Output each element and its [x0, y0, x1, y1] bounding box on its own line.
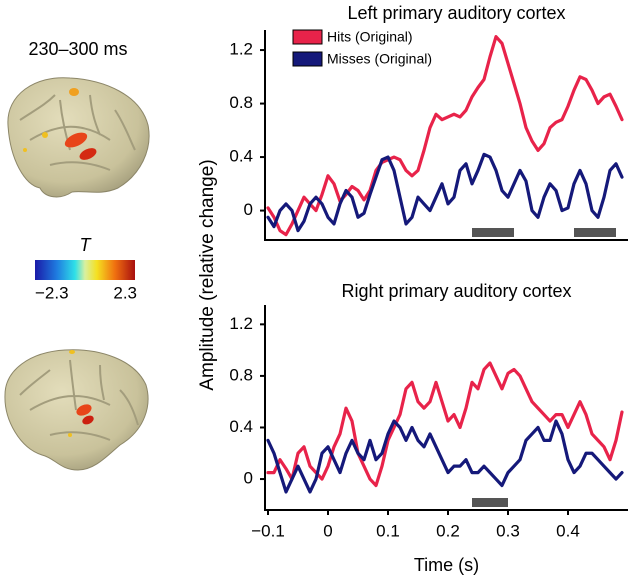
colorbar-label: T — [80, 235, 93, 255]
colorbar-tick-label: 2.3 — [113, 283, 137, 302]
colorbar-tick-label: −2.3 — [35, 283, 69, 302]
legend-label: Hits (Original) — [327, 29, 413, 45]
x-axis-label: Time (s) — [414, 555, 479, 575]
axes — [264, 30, 628, 241]
line — [266, 152, 624, 233]
time-window: 230–300 ms — [28, 39, 127, 59]
axes — [264, 305, 628, 511]
significance-bar — [472, 228, 514, 237]
y-tick-label: 1.2 — [229, 40, 253, 59]
x-tick-label: 0.1 — [376, 521, 400, 540]
colorbar — [35, 260, 135, 280]
y-tick-label: 0.4 — [229, 147, 253, 166]
line — [266, 35, 624, 237]
significance-bar — [472, 498, 508, 507]
x-tick-label: 0.3 — [496, 521, 520, 540]
chart-title: Right primary auditory cortex — [341, 281, 571, 301]
brain-bottom — [4, 349, 149, 471]
y-tick-label: 0.8 — [229, 93, 253, 112]
line — [266, 419, 624, 494]
legend-swatch — [292, 51, 323, 67]
x-tick-label: −0.1 — [251, 521, 285, 540]
y-tick-label: 0 — [244, 200, 253, 219]
legend-swatch — [292, 29, 323, 45]
x-tick-label: 0.4 — [556, 521, 580, 540]
y-tick-label: 1.2 — [229, 314, 253, 333]
y-tick-label: 0.8 — [229, 365, 253, 384]
y-tick-label: 0.4 — [229, 417, 253, 436]
y-tick-label: 0 — [244, 469, 253, 488]
x-tick-label: 0 — [323, 521, 332, 540]
chart-title: Left primary auditory cortex — [347, 3, 565, 23]
x-tick-label: 0.2 — [436, 521, 460, 540]
line — [266, 361, 624, 488]
brain-top — [7, 77, 150, 198]
significance-bar — [574, 228, 616, 237]
legend-label: Misses (Original) — [327, 51, 432, 67]
y-axis-label: Amplitude (relative change) — [197, 159, 218, 390]
